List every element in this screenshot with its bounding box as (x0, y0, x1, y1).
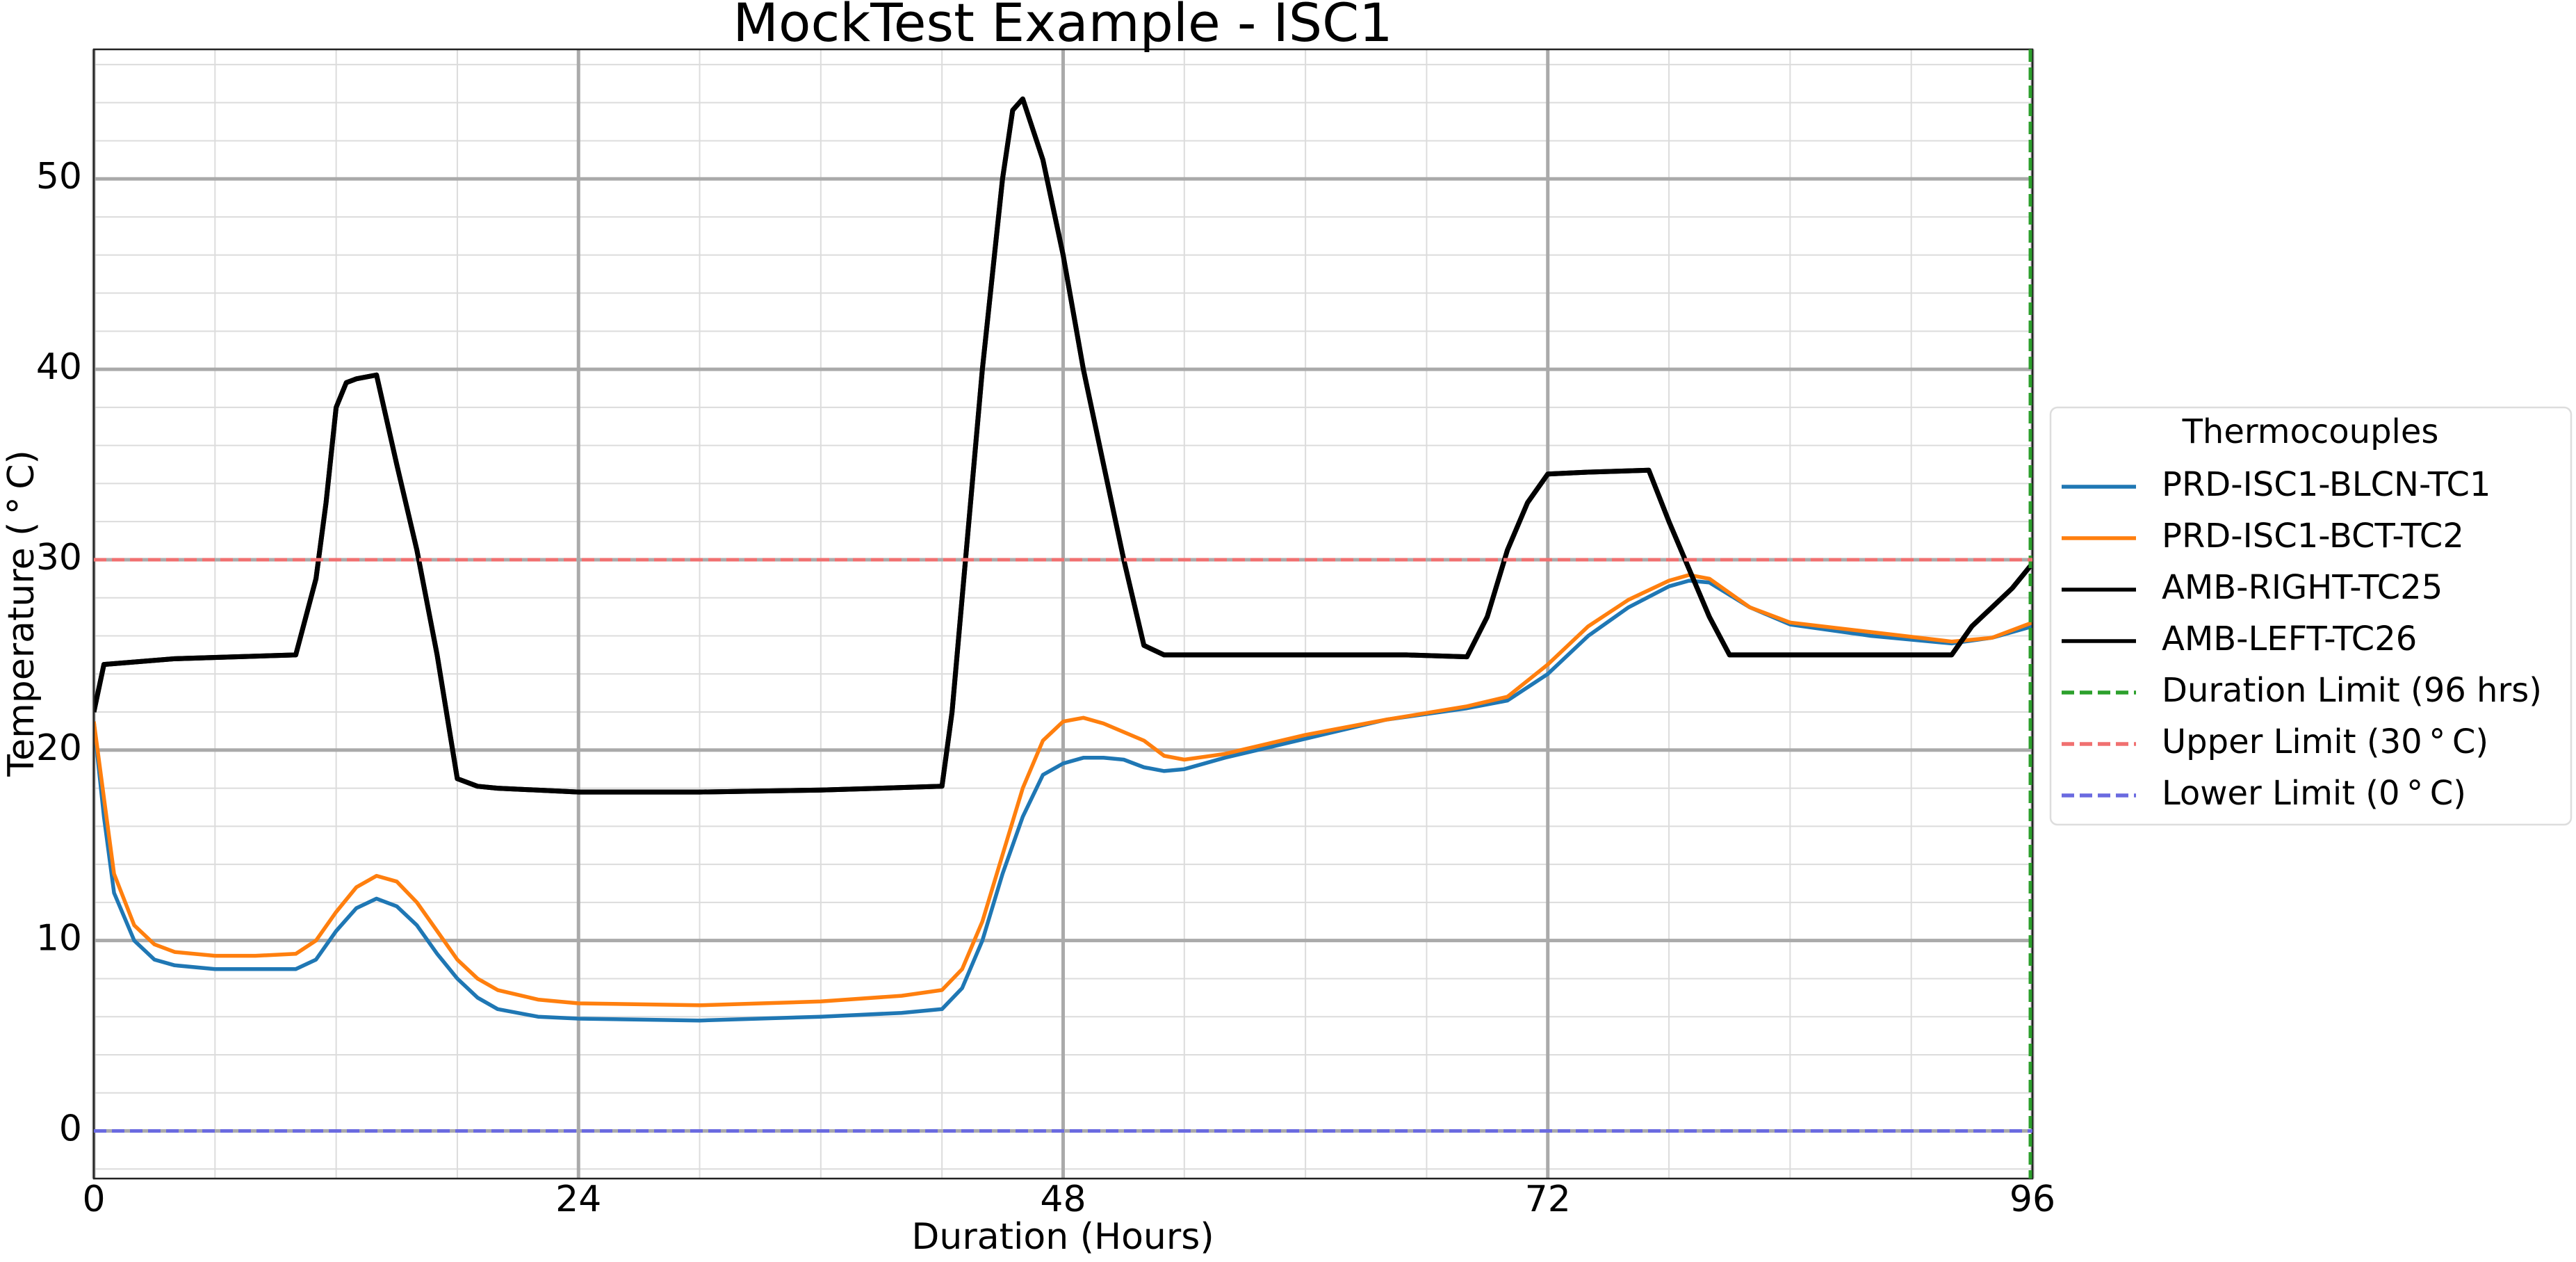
y-tick-label: 30 (36, 537, 82, 579)
x-tick-label: 96 (2010, 1179, 2055, 1220)
series-line (94, 573, 2032, 1008)
y-tick-label: 10 (36, 918, 82, 960)
y-tick-label: 40 (36, 346, 82, 388)
grid (92, 49, 2035, 1179)
y-axis-label: Temperature ( ° C) (1, 450, 42, 777)
chart-title: MockTest Example - ISC1 (733, 0, 1392, 54)
x-tick-label: 48 (1040, 1179, 1086, 1220)
legend-label: Duration Limit (96 hrs) (2162, 671, 2542, 710)
y-tick-label: 50 (36, 156, 82, 197)
x-tick-label: 0 (82, 1179, 105, 1220)
series-line (94, 96, 2032, 795)
legend-label: Upper Limit (30 ° C) (2162, 722, 2488, 761)
x-tick-label: 24 (555, 1179, 601, 1220)
legend-label: AMB-LEFT-TC26 (2162, 620, 2417, 658)
plot-marks (94, 96, 2032, 1023)
legend-label: Lower Limit (0 ° C) (2162, 774, 2466, 813)
series-line (94, 579, 2032, 1023)
x-tick-label: 72 (1525, 1179, 1571, 1220)
legend-title: Thermocouples (2182, 412, 2439, 451)
legend-label: PRD-ISC1-BCT-TC2 (2162, 517, 2464, 556)
legend: Thermocouples PRD-ISC1-BLCN-TC1 PRD-ISC1-… (2049, 406, 2573, 826)
x-axis-label: Duration (Hours) (911, 1216, 1214, 1258)
y-tick-label: 20 (36, 727, 82, 769)
legend-label: AMB-RIGHT-TC25 (2162, 568, 2443, 607)
y-tick-label: 0 (59, 1108, 82, 1150)
legend-label: PRD-ISC1-BLCN-TC1 (2162, 465, 2491, 504)
legend-box (2049, 406, 2573, 826)
plot-frame (92, 48, 2034, 1180)
